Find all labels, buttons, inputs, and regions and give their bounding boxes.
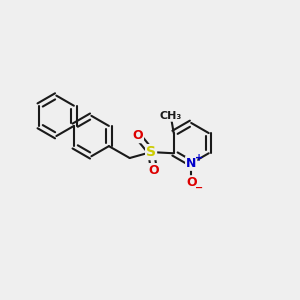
- Text: N: N: [186, 157, 196, 170]
- Text: CH₃: CH₃: [160, 111, 182, 121]
- Text: O: O: [132, 129, 143, 142]
- Text: S: S: [146, 145, 156, 159]
- Text: O: O: [149, 164, 159, 177]
- Text: −: −: [195, 182, 203, 193]
- Text: +: +: [195, 153, 203, 163]
- Text: O: O: [186, 176, 196, 189]
